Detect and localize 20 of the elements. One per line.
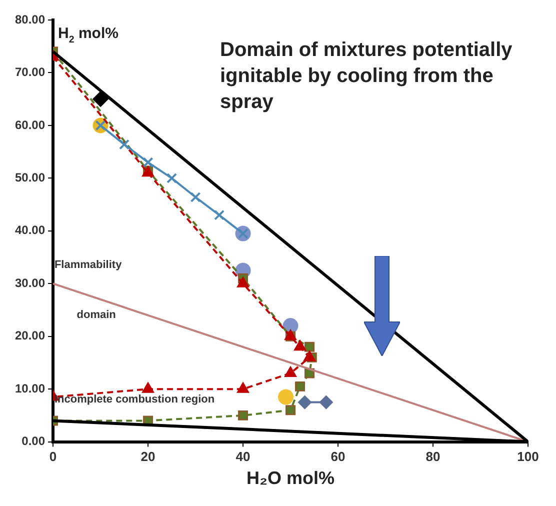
x-tick-label: 60 [330,449,346,464]
y-tick-label: 0.00 [22,434,46,448]
y-tick-label: 20.00 [15,328,46,343]
x-tick-label: 0 [49,449,57,464]
y-tick-label: 10.00 [15,381,46,396]
y-tick-label: 60.00 [15,118,46,132]
x-tick-label: 100 [517,449,539,464]
annotation: Flammability [54,258,123,271]
x-tick-label: 20 [140,449,156,464]
text: Domain of mixtures potentially ignitable by cooling from the spray [220,39,514,113]
x-tick-label: 80 [426,449,440,464]
y-tick-label: 40.00 [15,223,46,238]
x-tick-label: 40 [236,449,250,464]
x-axis-title: H₂O mol% [246,468,335,488]
annotation: domain [76,308,116,321]
y-tick-label: 80.00 [15,12,46,26]
y-tick-label: 70.00 [15,65,46,80]
y-tick-label: 50.00 [15,170,46,184]
y-tick-label: 30.00 [15,276,46,290]
annotation: Incomplete combustion region [54,393,215,406]
